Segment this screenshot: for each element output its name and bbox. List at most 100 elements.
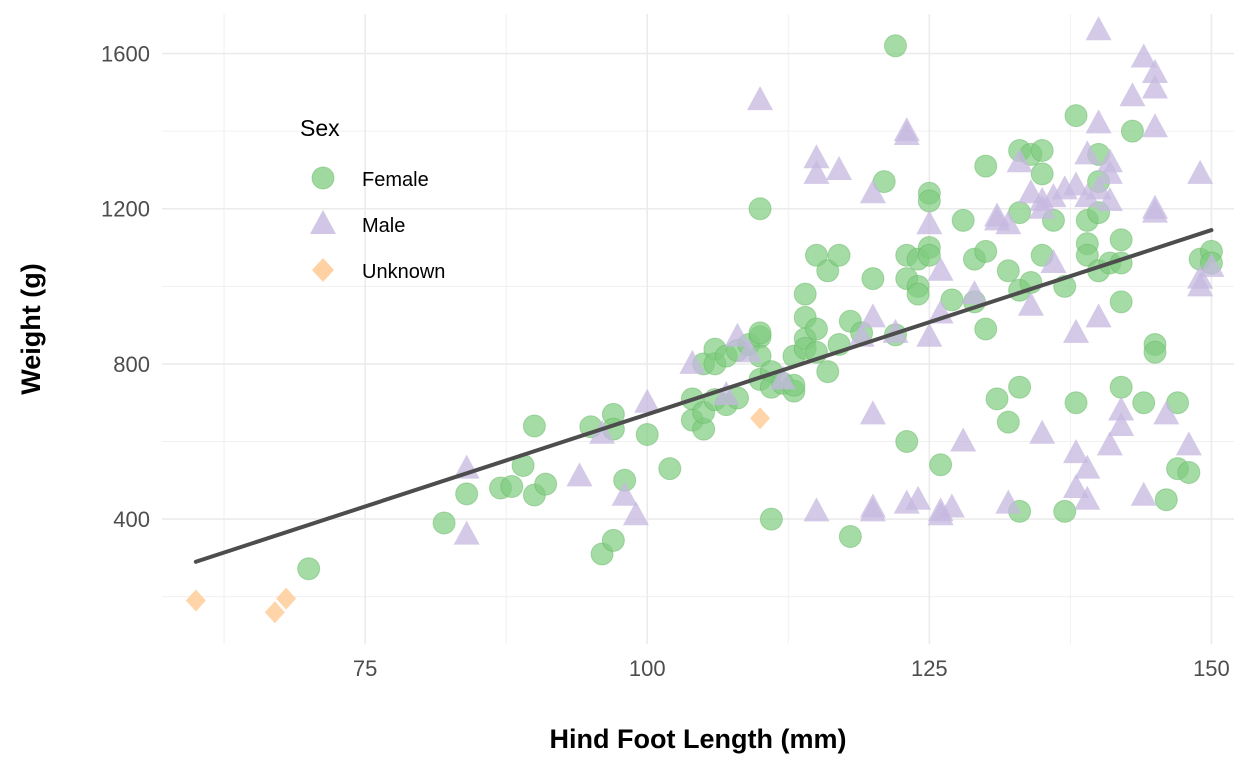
x-axis-ticks: 75 100 125 150 <box>353 656 1230 681</box>
point-male <box>950 427 977 452</box>
point-female <box>297 557 321 581</box>
point-male <box>938 493 965 518</box>
point-female <box>996 259 1020 283</box>
point-male <box>905 485 932 510</box>
point-male <box>611 481 638 506</box>
point-female <box>601 528 625 552</box>
point-female <box>1064 391 1088 415</box>
legend-label-female: Female <box>362 169 429 191</box>
point-male <box>859 400 886 425</box>
point-female <box>974 239 998 263</box>
point-female <box>1030 162 1054 186</box>
trend-line <box>193 228 1214 564</box>
point-male <box>1119 82 1146 107</box>
point-male <box>735 338 762 363</box>
point-female <box>635 423 659 447</box>
point-female <box>985 387 1009 411</box>
point-male <box>1063 171 1090 196</box>
y-axis-ticks: 400 800 1200 1600 <box>101 42 150 533</box>
point-male <box>1085 109 1112 134</box>
point-female <box>827 243 851 267</box>
point-female <box>1177 461 1201 485</box>
point-female <box>658 457 682 481</box>
point-male <box>893 121 920 146</box>
point-male <box>1074 485 1101 510</box>
point-male <box>1108 396 1135 421</box>
point-female <box>1075 243 1099 267</box>
legend-key-male <box>310 210 336 234</box>
y-tick-label: 800 <box>113 352 150 377</box>
point-male <box>1063 318 1090 343</box>
legend: Sex Female Male Unknown <box>300 115 445 283</box>
point-female <box>804 243 828 267</box>
point-male <box>1108 411 1135 436</box>
point-female <box>906 282 930 306</box>
point-male <box>826 155 853 180</box>
point-female <box>522 414 546 438</box>
point-female <box>1154 488 1178 512</box>
point-female <box>1109 375 1133 399</box>
point-male <box>1142 198 1169 223</box>
point-male <box>1074 183 1101 208</box>
point-male <box>634 388 661 413</box>
point-male <box>747 86 774 111</box>
legend-label-male: Male <box>362 215 405 237</box>
point-male <box>1142 74 1169 99</box>
point-male <box>1029 419 1056 444</box>
x-tick-label: 100 <box>629 656 666 681</box>
point-female <box>940 288 964 312</box>
point-male <box>1187 159 1214 184</box>
legend-label-unknown: Unknown <box>362 261 445 283</box>
point-unknown <box>750 407 771 430</box>
point-male <box>1063 439 1090 464</box>
point-male <box>622 501 649 526</box>
point-male <box>1074 140 1101 165</box>
point-female <box>816 360 840 384</box>
point-male <box>453 520 480 545</box>
point-female <box>838 525 862 549</box>
point-male <box>995 210 1022 235</box>
point-female <box>974 154 998 178</box>
point-female <box>804 317 828 341</box>
point-male <box>1040 249 1067 274</box>
x-tick-label: 150 <box>1193 656 1230 681</box>
point-male <box>1096 431 1123 456</box>
point-female <box>759 507 783 531</box>
point-male <box>916 210 943 235</box>
point-female <box>883 34 907 58</box>
point-female <box>748 321 772 345</box>
point-female <box>974 317 998 341</box>
legend-title: Sex <box>300 115 340 141</box>
point-male <box>1175 431 1202 456</box>
point-male <box>724 322 751 347</box>
point-male <box>1096 186 1123 211</box>
point-female <box>1064 104 1088 128</box>
point-female <box>917 189 941 213</box>
point-female <box>895 430 919 453</box>
point-female <box>1053 499 1077 523</box>
point-male <box>916 322 943 347</box>
point-male <box>1153 400 1180 425</box>
point-male <box>859 303 886 328</box>
point-male <box>1074 454 1101 479</box>
point-male <box>859 179 886 204</box>
point-female <box>1008 375 1032 399</box>
point-male <box>1017 291 1044 316</box>
point-unknown <box>276 587 297 610</box>
point-male <box>1198 252 1225 277</box>
point-male <box>803 159 830 184</box>
point-male <box>1040 183 1067 208</box>
y-tick-label: 1600 <box>101 42 150 67</box>
point-female <box>917 243 941 267</box>
point-unknown <box>264 601 285 624</box>
point-female <box>500 475 524 498</box>
point-male <box>1085 303 1112 328</box>
point-male <box>859 497 886 522</box>
y-tick-label: 400 <box>113 507 150 532</box>
legend-key-female <box>311 166 335 190</box>
x-tick-label: 125 <box>911 656 948 681</box>
y-axis-title: Weight (g) <box>16 263 46 394</box>
point-female <box>929 453 953 477</box>
point-male <box>679 349 706 374</box>
